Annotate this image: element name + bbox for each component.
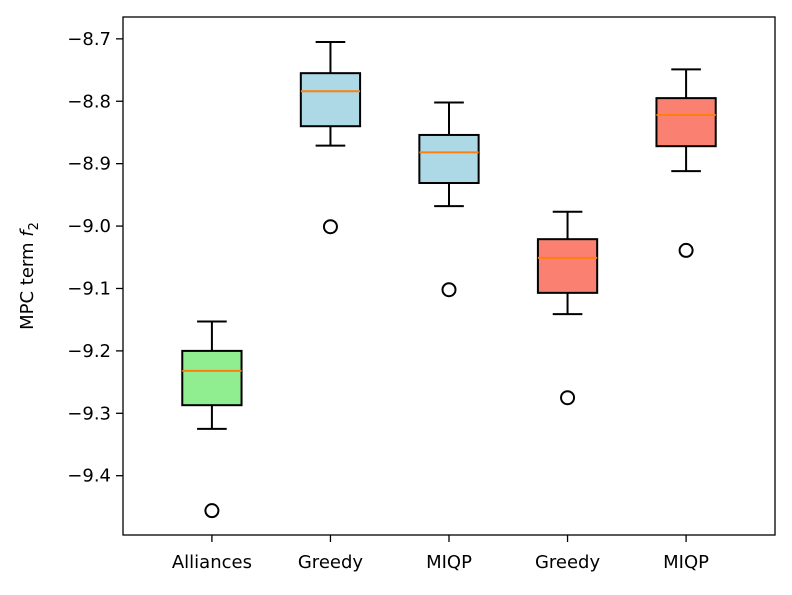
- y-axis-label-subscript: 2: [27, 222, 42, 230]
- outlier-point: [560, 390, 576, 406]
- box-group-4: [536, 210, 599, 406]
- box-group-3: [418, 101, 480, 298]
- outlier-point: [441, 282, 457, 298]
- x-tick-label: Greedy: [535, 552, 601, 573]
- x-tick-label: Greedy: [298, 552, 364, 573]
- x-tick-label: MIQP: [426, 552, 472, 573]
- boxes-layer: [181, 40, 717, 519]
- box: [299, 72, 362, 128]
- box-group-2: [299, 40, 362, 235]
- y-tick-label: −8.8: [67, 91, 111, 112]
- y-tick-label: −9.2: [67, 341, 111, 362]
- y-tick-label: −8.9: [67, 154, 111, 175]
- y-tick-label: −8.7: [67, 29, 111, 50]
- y-tick-label: −9.3: [67, 403, 111, 424]
- box-group-1: [181, 320, 243, 519]
- y-axis-label: MPC term f2: [17, 222, 42, 330]
- box: [181, 349, 243, 407]
- outlier-point: [204, 503, 220, 519]
- x-axis: Alliances Greedy MIQP Greedy MIQP: [172, 535, 709, 573]
- y-tick-label: −9.1: [67, 278, 111, 299]
- y-tick-label: −9.4: [67, 466, 111, 487]
- box-group-5: [655, 68, 717, 258]
- outlier-point: [678, 242, 694, 258]
- box: [418, 133, 480, 185]
- y-axis: −8.7 −8.8 −8.9 −9.0 −9.1 −9.2 −9.3 −9.4: [67, 29, 123, 487]
- y-axis-label-variable: f: [17, 228, 38, 237]
- x-tick-label: Alliances: [172, 552, 252, 573]
- outlier-point: [322, 219, 338, 235]
- x-tick-label: MIQP: [663, 552, 709, 573]
- y-axis-label-main: MPC term: [17, 237, 38, 330]
- box: [655, 97, 717, 148]
- y-tick-label: −9.0: [67, 216, 111, 237]
- box: [536, 238, 599, 294]
